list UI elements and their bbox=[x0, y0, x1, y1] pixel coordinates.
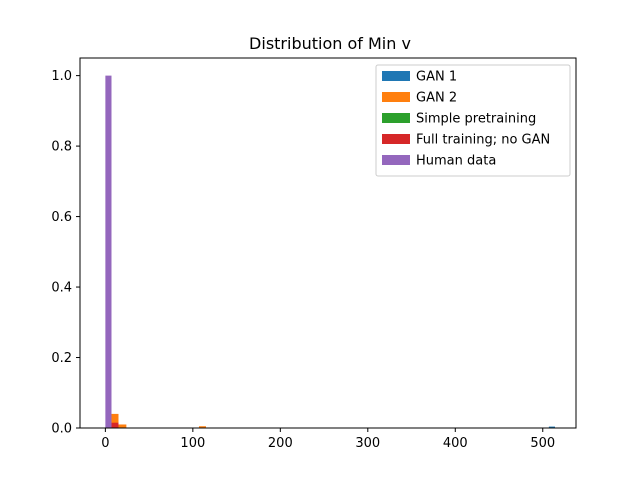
bar-gan-1-0 bbox=[548, 426, 555, 428]
x-tick-label: 0 bbox=[101, 436, 109, 451]
bar-full-training-no-gan-0 bbox=[111, 422, 119, 428]
legend-label-simple-pretraining: Simple pretraining bbox=[416, 112, 536, 127]
legend-swatch-full-training-no-gan bbox=[382, 134, 410, 144]
y-tick-label: 1.0 bbox=[51, 69, 72, 84]
y-tick-label: 0.8 bbox=[51, 140, 72, 155]
y-tick-label: 0.6 bbox=[51, 210, 72, 225]
x-tick-label: 100 bbox=[180, 436, 205, 451]
y-tick-label: 0.0 bbox=[51, 422, 72, 437]
bar-gan-2-0 bbox=[111, 413, 119, 428]
y-tick-label: 0.4 bbox=[51, 281, 72, 296]
bars-layer bbox=[105, 75, 555, 429]
legend-label-full-training-no-gan: Full training; no GAN bbox=[416, 133, 550, 148]
legend-label-gan-2: GAN 2 bbox=[416, 91, 457, 106]
bar-gan-2-1 bbox=[118, 424, 127, 428]
chart-title: Distribution of Min v bbox=[249, 34, 411, 53]
legend-box bbox=[375, 64, 571, 177]
bar-human-data-0 bbox=[105, 75, 112, 429]
x-tick-label: 200 bbox=[268, 436, 293, 451]
y-tick-label: 0.2 bbox=[51, 351, 72, 366]
legend-swatch-gan-2 bbox=[382, 92, 410, 102]
x-tick-label: 400 bbox=[443, 436, 468, 451]
legend-swatch-human-data bbox=[382, 155, 410, 165]
bar-gan-2-2 bbox=[198, 426, 206, 428]
x-tick-label: 300 bbox=[355, 436, 380, 451]
axes-layer: 0 100 200 300 400 500 0.0 0.2 0.4 0.6 0.8 1.0 bbox=[51, 57, 577, 451]
x-tick-label: 500 bbox=[530, 436, 555, 451]
legend: GAN 1 GAN 2 Simple pretraining Full trainin… bbox=[375, 64, 571, 177]
legend-label-human-data: Human data bbox=[416, 154, 496, 169]
legend-label-gan-1: GAN 1 bbox=[416, 70, 457, 85]
legend-swatch-gan-1 bbox=[382, 71, 410, 81]
legend-swatch-simple-pretraining bbox=[382, 113, 410, 123]
plot-frame bbox=[79, 57, 577, 429]
